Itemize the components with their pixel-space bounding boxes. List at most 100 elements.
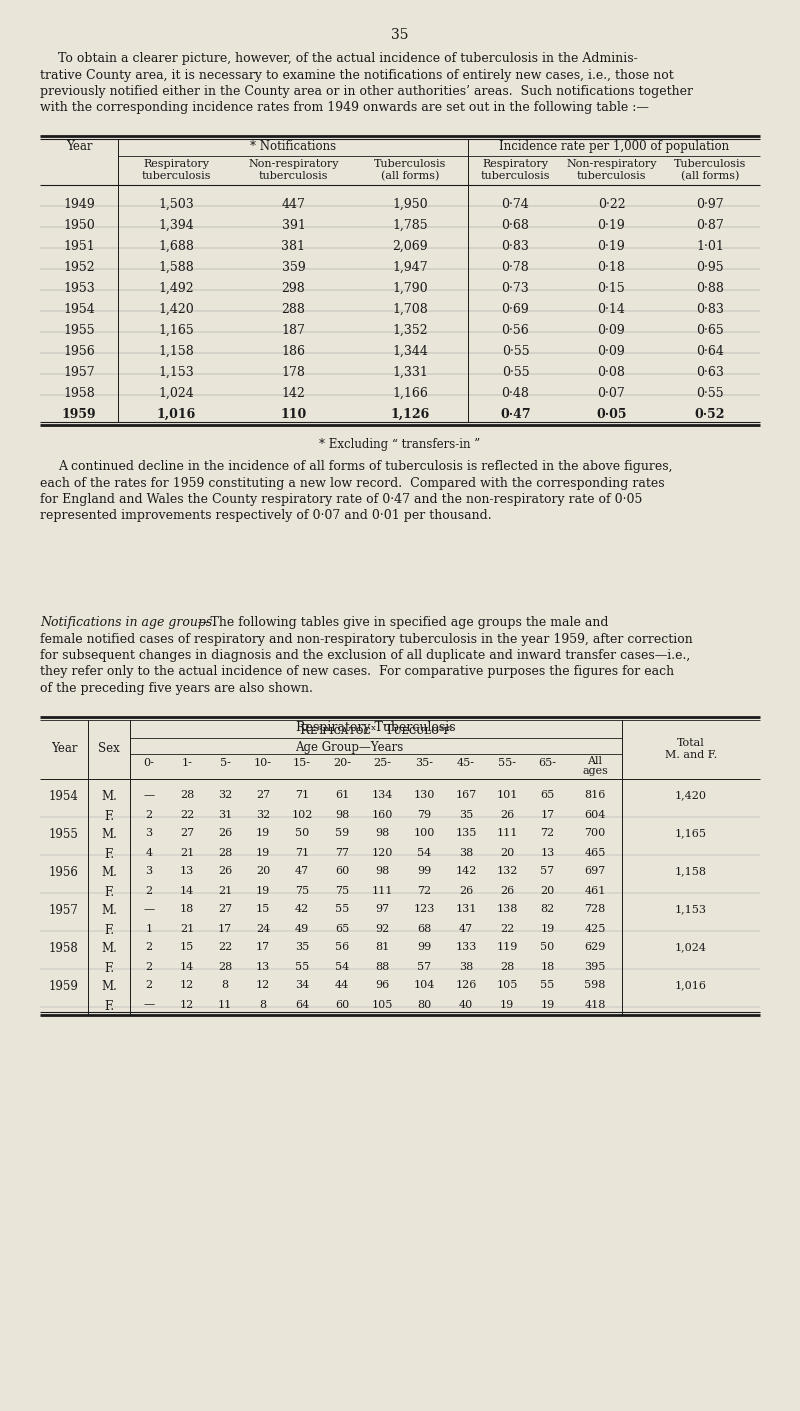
Text: 187: 187: [282, 325, 306, 337]
Text: with the corresponding incidence rates from 1949 onwards are set out in the foll: with the corresponding incidence rates f…: [40, 102, 649, 114]
Text: 19: 19: [540, 999, 554, 1009]
Text: 110: 110: [280, 408, 306, 420]
Text: 0·18: 0·18: [598, 261, 626, 274]
Text: 65: 65: [335, 924, 349, 934]
Text: 19: 19: [256, 828, 270, 838]
Text: 1956: 1956: [63, 346, 95, 358]
Text: Non-respiratory: Non-respiratory: [248, 159, 338, 169]
Text: 1,153: 1,153: [675, 904, 707, 914]
Text: 1-: 1-: [182, 759, 193, 769]
Text: 50: 50: [295, 828, 309, 838]
Text: 35: 35: [295, 943, 309, 952]
Text: 0·19: 0·19: [598, 219, 626, 231]
Text: 99: 99: [417, 943, 431, 952]
Text: 57: 57: [417, 961, 431, 972]
Text: 1,165: 1,165: [158, 325, 194, 337]
Text: 1,708: 1,708: [392, 303, 428, 316]
Text: 20: 20: [500, 848, 514, 858]
Text: 28: 28: [180, 790, 194, 800]
Text: 17: 17: [256, 943, 270, 952]
Text: 391: 391: [282, 219, 306, 231]
Text: previously notified either in the County area or in other authorities’ areas.  S: previously notified either in the County…: [40, 85, 693, 97]
Text: 0·52: 0·52: [694, 408, 726, 420]
Text: 26: 26: [500, 810, 514, 820]
Text: tuberculosis: tuberculosis: [481, 171, 550, 181]
Text: —The following tables give in specified age groups the male and: —The following tables give in specified …: [198, 617, 609, 629]
Text: F.: F.: [104, 924, 114, 937]
Text: 142: 142: [282, 387, 306, 399]
Text: 55-: 55-: [498, 759, 516, 769]
Text: 105: 105: [496, 981, 518, 991]
Text: 8: 8: [222, 981, 229, 991]
Text: 0·73: 0·73: [502, 282, 530, 295]
Text: 15: 15: [256, 904, 270, 914]
Text: 0·63: 0·63: [696, 365, 724, 380]
Text: female notified cases of respiratory and non-respiratory tuberculosis in the yea: female notified cases of respiratory and…: [40, 632, 693, 645]
Text: Sex: Sex: [98, 742, 120, 755]
Text: 26: 26: [218, 828, 232, 838]
Text: 1,503: 1,503: [158, 198, 194, 212]
Text: 178: 178: [282, 365, 306, 380]
Text: 1957: 1957: [63, 365, 95, 380]
Text: A continued decline in the incidence of all forms of tuberculosis is reflected i: A continued decline in the incidence of …: [58, 460, 673, 473]
Text: Year: Year: [66, 140, 92, 152]
Text: 26: 26: [500, 886, 514, 896]
Text: 418: 418: [584, 999, 606, 1009]
Text: 72: 72: [541, 828, 554, 838]
Text: 1,166: 1,166: [392, 387, 428, 399]
Text: 1952: 1952: [63, 261, 95, 274]
Text: 32: 32: [256, 810, 270, 820]
Text: 1950: 1950: [63, 219, 95, 231]
Text: 1,492: 1,492: [158, 282, 194, 295]
Text: 186: 186: [282, 346, 306, 358]
Text: 13: 13: [180, 866, 194, 876]
Text: 0·14: 0·14: [598, 303, 626, 316]
Text: 1955: 1955: [63, 325, 95, 337]
Text: 61: 61: [335, 790, 349, 800]
Text: 105: 105: [372, 999, 393, 1009]
Text: 298: 298: [282, 282, 306, 295]
Text: 133: 133: [455, 943, 477, 952]
Text: Respiratory Tuberculosis: Respiratory Tuberculosis: [296, 721, 456, 735]
Text: 0·69: 0·69: [502, 303, 530, 316]
Text: 0·83: 0·83: [502, 240, 530, 253]
Text: 111: 111: [372, 886, 393, 896]
Text: 1,950: 1,950: [392, 198, 428, 212]
Text: 50: 50: [540, 943, 554, 952]
Text: 15: 15: [180, 943, 194, 952]
Text: 1,785: 1,785: [392, 219, 428, 231]
Text: 3: 3: [146, 866, 153, 876]
Text: 79: 79: [417, 810, 431, 820]
Text: 0·55: 0·55: [502, 346, 530, 358]
Text: 97: 97: [375, 904, 390, 914]
Text: 14: 14: [180, 961, 194, 972]
Text: To obtain a clearer picture, however, of the actual incidence of tuberculosis in: To obtain a clearer picture, however, of…: [58, 52, 638, 65]
Text: 1,126: 1,126: [390, 408, 430, 420]
Text: 130: 130: [414, 790, 434, 800]
Text: tuberculosis: tuberculosis: [142, 171, 211, 181]
Text: 160: 160: [372, 810, 393, 820]
Text: * Notifications: * Notifications: [250, 140, 336, 152]
Text: 38: 38: [459, 961, 473, 972]
Text: Respiratory: Respiratory: [482, 159, 549, 169]
Text: 1,588: 1,588: [158, 261, 194, 274]
Text: 72: 72: [417, 886, 431, 896]
Text: M.: M.: [101, 981, 117, 993]
Text: 1,331: 1,331: [392, 365, 428, 380]
Text: 697: 697: [584, 866, 606, 876]
Text: 1,420: 1,420: [675, 790, 707, 800]
Text: 20: 20: [256, 866, 270, 876]
Text: 1,153: 1,153: [158, 365, 194, 380]
Text: 1951: 1951: [63, 240, 95, 253]
Text: 1,790: 1,790: [392, 282, 428, 295]
Text: 27: 27: [218, 904, 232, 914]
Text: 14: 14: [180, 886, 194, 896]
Text: 65: 65: [540, 790, 554, 800]
Text: 28: 28: [500, 961, 514, 972]
Text: F.: F.: [104, 810, 114, 823]
Text: 2,069: 2,069: [392, 240, 428, 253]
Text: 31: 31: [218, 810, 232, 820]
Text: 21: 21: [180, 848, 194, 858]
Text: 88: 88: [375, 961, 390, 972]
Text: for subsequent changes in diagnosis and the exclusion of all duplicate and inwar: for subsequent changes in diagnosis and …: [40, 649, 690, 662]
